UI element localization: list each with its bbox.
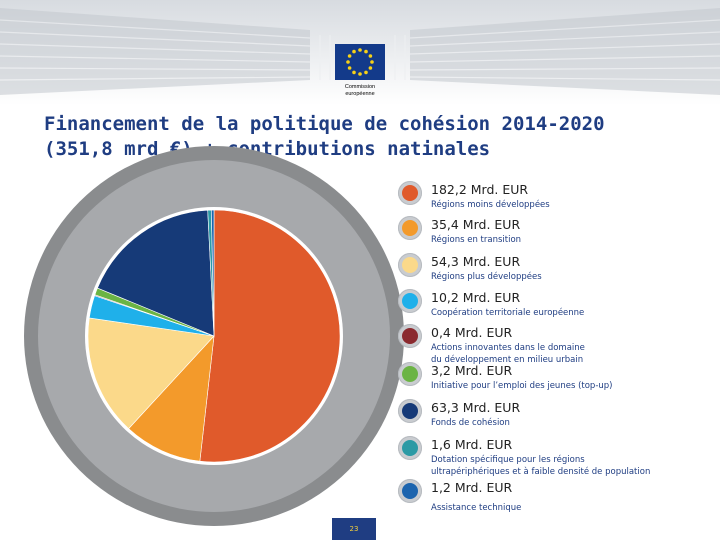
legend-item: 1,2 Mrd. EUR Assistance technique xyxy=(398,479,718,515)
page-number: 23 xyxy=(332,518,376,540)
legend-swatch xyxy=(402,257,418,273)
legend-swatch xyxy=(402,293,418,309)
legend-value: 10,2 Mrd. EUR xyxy=(431,290,521,305)
legend-value: 63,3 Mrd. EUR xyxy=(431,400,521,415)
pie-slice xyxy=(97,209,215,337)
legend-bullet xyxy=(398,399,422,423)
pie-slice xyxy=(87,317,215,430)
legend-item: 1,6 Mrd. EUR Dotation spécifique pour le… xyxy=(398,436,718,477)
legend-bullet xyxy=(398,324,422,348)
legend-value: 3,2 Mrd. EUR xyxy=(431,363,513,378)
header-banner: Commission européenne xyxy=(0,0,720,105)
building-graphic xyxy=(0,8,720,95)
legend-swatch xyxy=(402,328,418,344)
legend-label: Régions moins développées xyxy=(431,200,550,210)
page-title: Financement de la politique de cohésion … xyxy=(44,112,684,162)
legend-bullet xyxy=(398,479,422,503)
legend-item: 182,2 Mrd. EUR Régions moins développées xyxy=(398,181,718,217)
legend-item: 3,2 Mrd. EUR Initiative pour l’emploi de… xyxy=(398,362,718,398)
legend-item: 10,2 Mrd. EUR Coopération territoriale e… xyxy=(398,289,718,325)
legend-label: Coopération territoriale européenne xyxy=(431,308,585,318)
legend-item: 54,3 Mrd. EUR Régions plus développées xyxy=(398,253,718,289)
title-line: Financement de la politique de cohésion … xyxy=(44,113,605,135)
legend-swatch xyxy=(402,440,418,456)
legend-label: Initiative pour l’emploi des jeunes (top… xyxy=(431,381,613,391)
legend-swatch xyxy=(402,483,418,499)
legend-label: Régions en transition xyxy=(431,235,522,245)
pie-slice xyxy=(199,209,341,463)
legend-bullet xyxy=(398,181,422,205)
legend-value: 35,4 Mrd. EUR xyxy=(431,217,521,232)
legend-item: 0,4 Mrd. EUR Actions innovantes dans le … xyxy=(398,324,718,365)
legend-label: Régions plus développées xyxy=(431,272,542,282)
pie-slices xyxy=(87,209,341,463)
legend-swatch xyxy=(402,403,418,419)
legend-item: 35,4 Mrd. EUR Régions en transition xyxy=(398,216,718,252)
legend-bullet xyxy=(398,253,422,277)
legend-label: Assistance technique xyxy=(431,503,522,513)
legend-bullet xyxy=(398,362,422,386)
legend-label: Dotation spécifique pour les régions ult… xyxy=(431,455,651,477)
legend-bullet xyxy=(398,436,422,460)
legend-value: 0,4 Mrd. EUR xyxy=(431,325,513,340)
title-line: (351,8 mrd €) + contributions natinales xyxy=(44,138,491,160)
legend-value: 182,2 Mrd. EUR xyxy=(431,182,529,197)
legend-label: Fonds de cohésion xyxy=(431,418,510,428)
legend-swatch xyxy=(402,220,418,236)
legend-value: 54,3 Mrd. EUR xyxy=(431,254,521,269)
legend-value: 1,6 Mrd. EUR xyxy=(431,437,513,452)
pie-slice xyxy=(210,209,215,337)
legend-label: Actions innovantes dans le domaine du dé… xyxy=(431,343,585,365)
legend-bullet xyxy=(398,216,422,240)
pie-slice xyxy=(128,335,215,462)
eu-stars-icon xyxy=(346,48,374,76)
legend-swatch xyxy=(402,185,418,201)
logo-text-line1: Commission xyxy=(345,84,375,90)
legend-bullet xyxy=(398,289,422,313)
logo-text-line2: européenne xyxy=(345,91,374,97)
legend-item: 63,3 Mrd. EUR Fonds de cohésion xyxy=(398,399,718,435)
legend-value: 1,2 Mrd. EUR xyxy=(431,480,513,495)
legend-swatch xyxy=(402,366,418,382)
